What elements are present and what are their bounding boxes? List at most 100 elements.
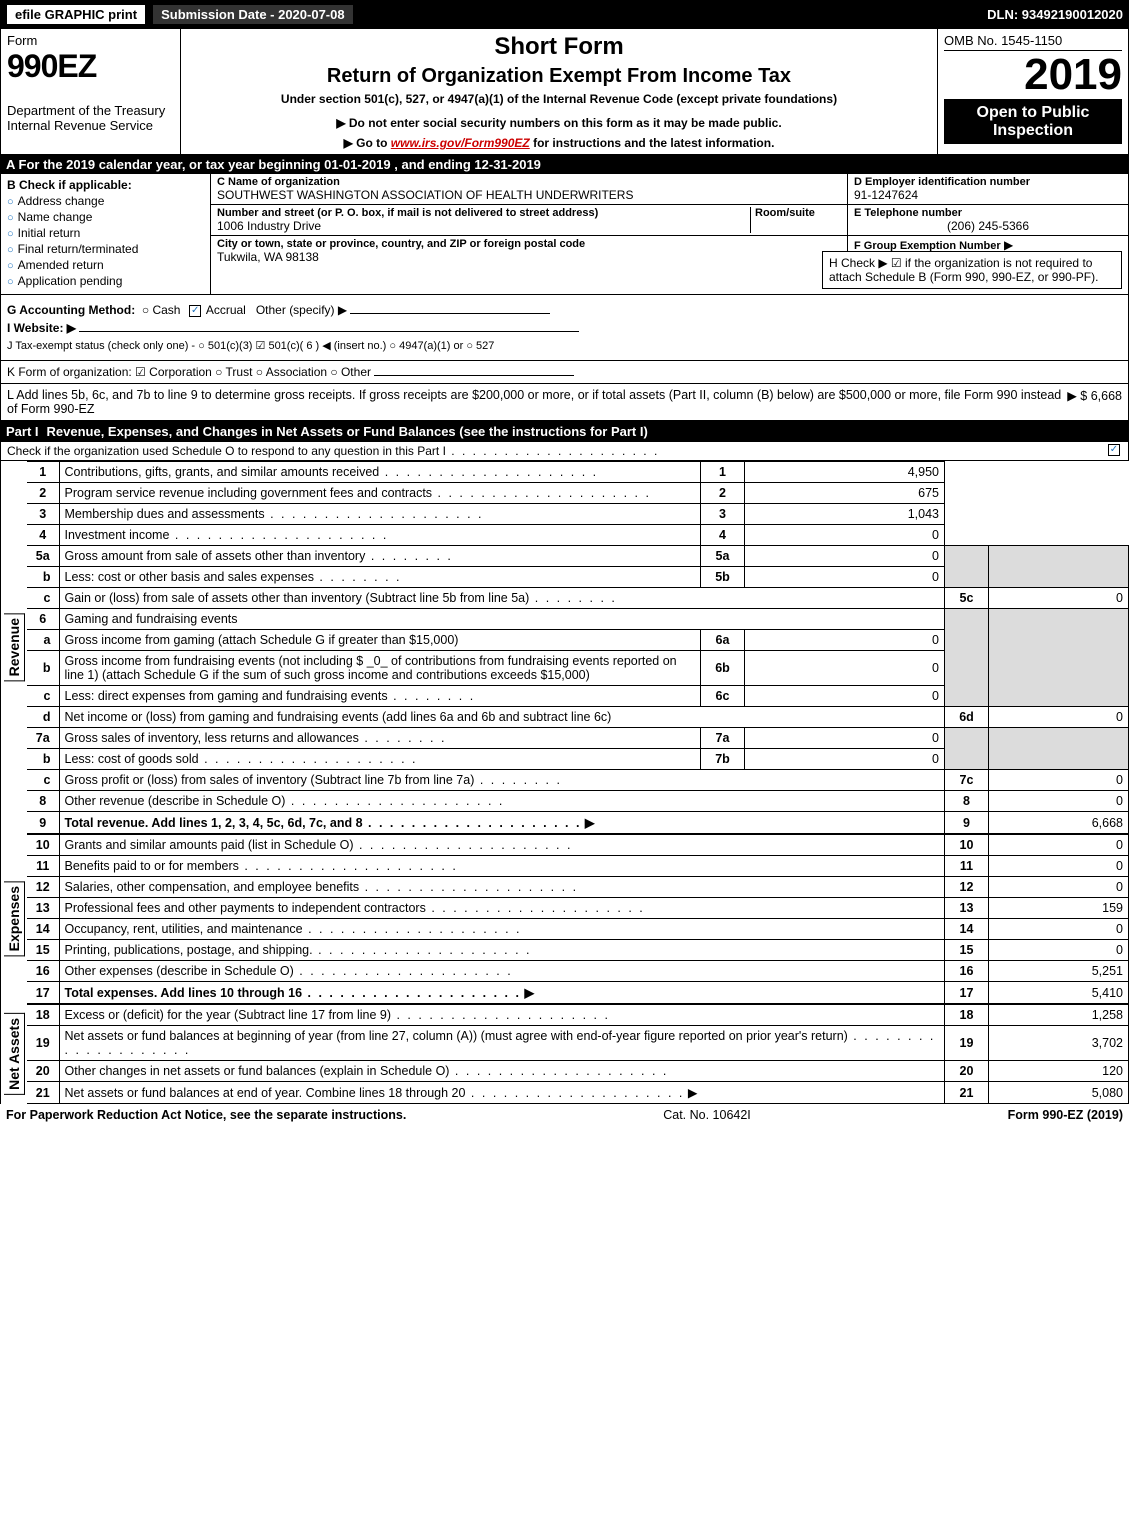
line-k-row: K Form of organization: ☑ Corporation ○ … xyxy=(0,361,1129,384)
phone-value: (206) 245-5366 xyxy=(854,219,1122,233)
row-6: 6Gaming and fundraising events xyxy=(27,609,1129,630)
row-11: 11Benefits paid to or for members110 xyxy=(27,856,1129,877)
row-3: 3Membership dues and assessments31,043 xyxy=(27,504,1129,525)
goto-pre: ▶ Go to xyxy=(344,136,391,150)
line-k: K Form of organization: ☑ Corporation ○ … xyxy=(7,365,371,379)
tax-year: 2019 xyxy=(944,51,1122,100)
city-value: Tukwila, WA 98138 xyxy=(217,250,841,264)
return-title: Return of Organization Exempt From Incom… xyxy=(191,65,927,88)
short-form-title: Short Form xyxy=(191,33,927,61)
addr-label: Number and street (or P. O. box, if mail… xyxy=(217,207,746,219)
footer-right: Form 990-EZ (2019) xyxy=(1008,1108,1123,1122)
row-2: 2Program service revenue including gover… xyxy=(27,483,1129,504)
acct-cash[interactable]: Cash xyxy=(152,303,180,317)
org-name-label: C Name of organization xyxy=(217,176,841,188)
line-g-label: G Accounting Method: xyxy=(7,303,135,317)
row-9: 9Total revenue. Add lines 1, 2, 3, 4, 5c… xyxy=(27,812,1129,834)
period-row: A For the 2019 calendar year, or tax yea… xyxy=(0,155,1129,174)
chk-initial-return[interactable]: Initial return xyxy=(7,226,204,240)
net-assets-side-label: Net Assets xyxy=(1,1004,27,1104)
chk-name-change[interactable]: Name change xyxy=(7,210,204,224)
line-i-label: I Website: ▶ xyxy=(7,321,76,335)
phone-label: E Telephone number xyxy=(854,207,1122,219)
part1-title: Revenue, Expenses, and Changes in Net As… xyxy=(47,424,648,439)
part1-header: Part I Revenue, Expenses, and Changes in… xyxy=(0,421,1129,442)
line-i: I Website: ▶ xyxy=(7,321,1122,335)
row-8: 8Other revenue (describe in Schedule O)8… xyxy=(27,791,1129,812)
goto-link[interactable]: www.irs.gov/Form990EZ xyxy=(391,136,530,150)
part1-checkbox[interactable]: ✓ xyxy=(1108,444,1120,456)
goto-instructions: ▶ Go to www.irs.gov/Form990EZ for instru… xyxy=(191,136,927,150)
footer-mid: Cat. No. 10642I xyxy=(663,1108,751,1122)
row-18: 18Excess or (deficit) for the year (Subt… xyxy=(27,1005,1129,1026)
acct-accrual-check[interactable]: ✓ xyxy=(189,305,201,317)
box-b: B Check if applicable: Address change Na… xyxy=(1,174,211,294)
header-center: Short Form Return of Organization Exempt… xyxy=(181,29,938,154)
ein-value: 91-1247624 xyxy=(854,188,1122,202)
meta-rows: G Accounting Method: ○ Cash ✓ Accrual Ot… xyxy=(0,295,1129,361)
row-15: 15Printing, publications, postage, and s… xyxy=(27,940,1129,961)
form-word: Form xyxy=(7,33,174,48)
revenue-section: Revenue 1Contributions, gifts, grants, a… xyxy=(0,461,1129,834)
row-10: 10Grants and similar amounts paid (list … xyxy=(27,835,1129,856)
row-5a: 5aGross amount from sale of assets other… xyxy=(27,546,1129,567)
submission-date-button[interactable]: Submission Date - 2020-07-08 xyxy=(152,4,354,25)
row-4: 4Investment income40 xyxy=(27,525,1129,546)
row-6d: dNet income or (loss) from gaming and fu… xyxy=(27,707,1129,728)
page-footer: For Paperwork Reduction Act Notice, see … xyxy=(0,1104,1129,1126)
row-5c: cGain or (loss) from sale of assets othe… xyxy=(27,588,1129,609)
org-name: SOUTHWEST WASHINGTON ASSOCIATION OF HEAL… xyxy=(217,188,841,202)
ein-label: D Employer identification number xyxy=(854,176,1122,188)
acct-other[interactable]: Other (specify) ▶ xyxy=(256,303,347,317)
irs-label: Internal Revenue Service xyxy=(7,118,174,133)
dln-label: DLN: 93492190012020 xyxy=(987,7,1123,22)
group-exemption-arrow: ▶ xyxy=(1004,238,1013,252)
line-l-amount: ▶ $ 6,668 xyxy=(1067,388,1122,416)
row-20: 20Other changes in net assets or fund ba… xyxy=(27,1061,1129,1082)
row-16: 16Other expenses (describe in Schedule O… xyxy=(27,961,1129,982)
efile-graphic-print-button[interactable]: efile GRAPHIC print xyxy=(6,4,146,25)
addr-value: 1006 Industry Drive xyxy=(217,219,746,233)
expenses-side-label: Expenses xyxy=(1,834,27,1004)
header-right: OMB No. 1545-1150 2019 Open to Public In… xyxy=(938,29,1128,154)
line-l: L Add lines 5b, 6c, and 7b to line 9 to … xyxy=(0,384,1129,421)
revenue-side-label: Revenue xyxy=(1,461,27,834)
row-7a: 7aGross sales of inventory, less returns… xyxy=(27,728,1129,749)
row-13: 13Professional fees and other payments t… xyxy=(27,898,1129,919)
expenses-section: Expenses 10Grants and similar amounts pa… xyxy=(0,834,1129,1004)
omb-number: OMB No. 1545-1150 xyxy=(944,33,1122,51)
chk-final-return[interactable]: Final return/terminated xyxy=(7,242,204,256)
chk-application-pending[interactable]: Application pending xyxy=(7,274,204,288)
row-14: 14Occupancy, rent, utilities, and mainte… xyxy=(27,919,1129,940)
footer-left: For Paperwork Reduction Act Notice, see … xyxy=(6,1108,406,1122)
chk-amended-return[interactable]: Amended return xyxy=(7,258,204,272)
part1-check-desc: Check if the organization used Schedule … xyxy=(0,442,1129,461)
dept-treasury: Department of the Treasury xyxy=(7,103,174,118)
net-assets-section: Net Assets 18Excess or (deficit) for the… xyxy=(0,1004,1129,1104)
line-g: G Accounting Method: ○ Cash ✓ Accrual Ot… xyxy=(7,303,1122,317)
row-12: 12Salaries, other compensation, and empl… xyxy=(27,877,1129,898)
expenses-table: 10Grants and similar amounts paid (list … xyxy=(27,834,1129,1004)
row-17: 17Total expenses. Add lines 10 through 1… xyxy=(27,982,1129,1004)
open-to-public: Open to Public Inspection xyxy=(944,100,1122,144)
goto-post: for instructions and the latest informat… xyxy=(530,136,775,150)
line-l-text: L Add lines 5b, 6c, and 7b to line 9 to … xyxy=(7,388,1067,416)
line-h-box: H Check ▶ ☑ if the organization is not r… xyxy=(822,251,1122,289)
city-label: City or town, state or province, country… xyxy=(217,238,841,250)
revenue-table: 1Contributions, gifts, grants, and simil… xyxy=(27,461,1129,834)
line-j: J Tax-exempt status (check only one) - ○… xyxy=(7,339,1122,352)
chk-address-change[interactable]: Address change xyxy=(7,194,204,208)
box-c: C Name of organization SOUTHWEST WASHING… xyxy=(211,174,848,294)
net-assets-table: 18Excess or (deficit) for the year (Subt… xyxy=(27,1004,1129,1104)
form-number: 990EZ xyxy=(7,48,174,85)
under-section: Under section 501(c), 527, or 4947(a)(1)… xyxy=(191,92,927,106)
row-19: 19Net assets or fund balances at beginni… xyxy=(27,1026,1129,1061)
row-21: 21Net assets or fund balances at end of … xyxy=(27,1082,1129,1104)
acct-accrual: Accrual xyxy=(206,303,246,317)
row-1: 1Contributions, gifts, grants, and simil… xyxy=(27,462,1129,483)
header-left: Form 990EZ Department of the Treasury In… xyxy=(1,29,181,154)
form-header: Form 990EZ Department of the Treasury In… xyxy=(0,28,1129,155)
do-not-enter: ▶ Do not enter social security numbers o… xyxy=(191,116,927,130)
top-bar: efile GRAPHIC print Submission Date - 20… xyxy=(0,0,1129,28)
part1-check-text: Check if the organization used Schedule … xyxy=(7,444,659,458)
